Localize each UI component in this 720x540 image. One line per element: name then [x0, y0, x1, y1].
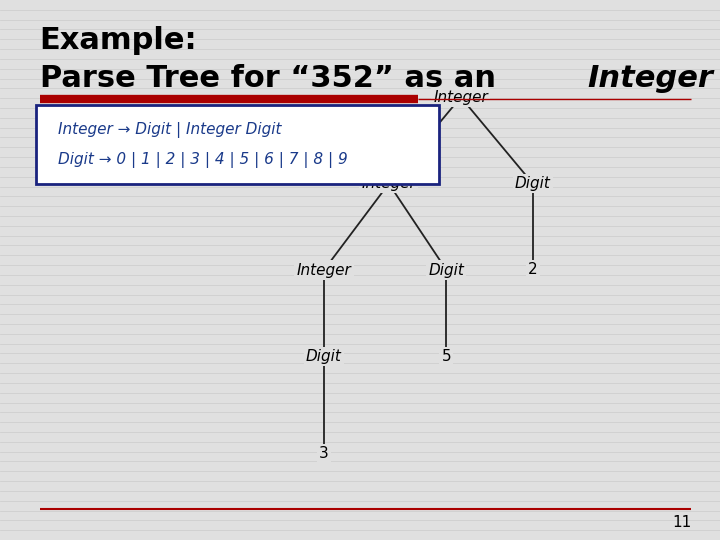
Text: 5: 5 — [441, 349, 451, 364]
Text: Digit: Digit — [428, 262, 464, 278]
Text: 3: 3 — [319, 446, 329, 461]
Text: Digit: Digit — [515, 176, 551, 191]
Text: 2: 2 — [528, 262, 538, 278]
Text: Parse Tree for “352” as an: Parse Tree for “352” as an — [40, 64, 506, 93]
Text: Integer: Integer — [297, 262, 351, 278]
Text: Integer → Digit | Integer Digit: Integer → Digit | Integer Digit — [58, 122, 281, 138]
Text: Integer: Integer — [361, 176, 416, 191]
FancyBboxPatch shape — [36, 105, 439, 184]
Text: Integer: Integer — [433, 90, 488, 105]
Text: Integer: Integer — [588, 64, 714, 93]
Text: Digit: Digit — [306, 349, 342, 364]
Text: Example:: Example: — [40, 26, 197, 55]
Text: Digit → 0 | 1 | 2 | 3 | 4 | 5 | 6 | 7 | 8 | 9: Digit → 0 | 1 | 2 | 3 | 4 | 5 | 6 | 7 | … — [58, 152, 347, 168]
Text: 11: 11 — [672, 515, 691, 530]
